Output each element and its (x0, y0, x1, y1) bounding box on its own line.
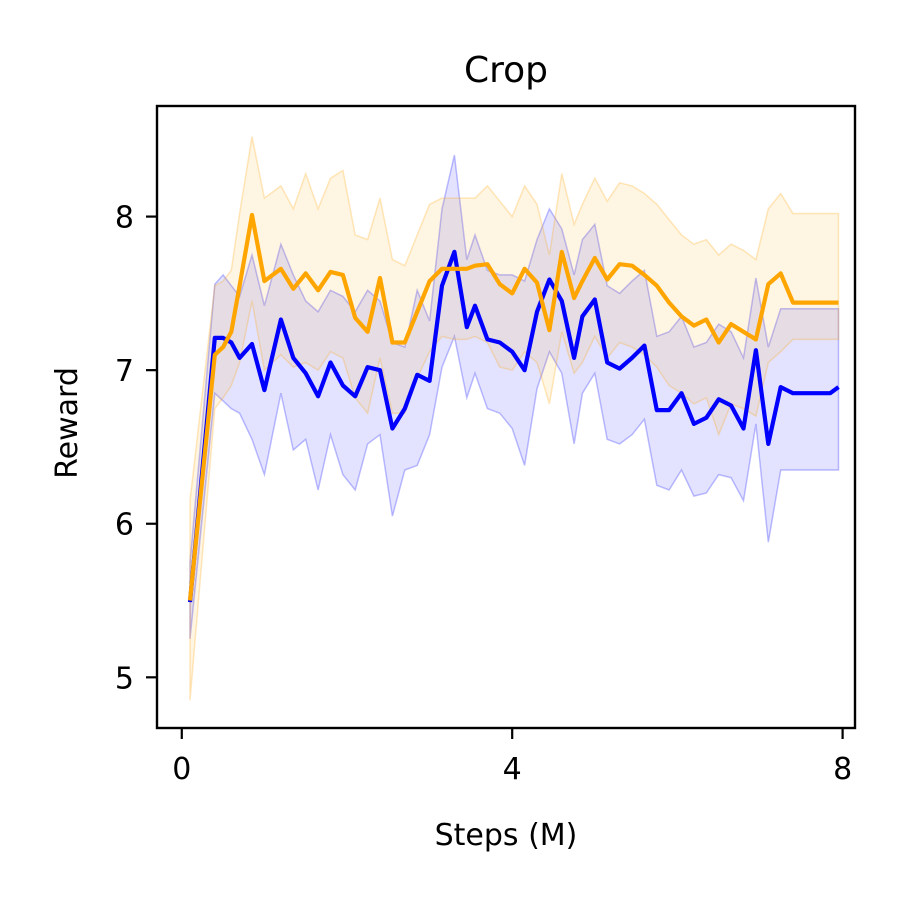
x-axis-ticks: 0 4 8 (172, 728, 852, 787)
chart-title: Crop (464, 50, 548, 91)
x-tick-label: 8 (833, 752, 852, 787)
y-tick-label: 5 (115, 661, 134, 696)
y-axis-label: Reward (50, 367, 85, 479)
x-tick-label: 0 (172, 752, 191, 787)
x-axis-label: Steps (M) (435, 818, 578, 853)
series-1-line (187, 249, 840, 603)
confidence-bands (189, 136, 840, 701)
series-2-band (189, 136, 840, 701)
y-tick-label: 8 (115, 201, 134, 236)
y-tick-label: 7 (115, 354, 134, 389)
y-axis-ticks: 5 6 7 8 (115, 201, 157, 696)
series-1-band (189, 154, 840, 639)
series-2-line (187, 212, 839, 601)
x-tick-label: 4 (503, 752, 522, 787)
plot-area (187, 136, 840, 701)
y-tick-label: 6 (115, 508, 134, 543)
series-lines (187, 212, 840, 603)
axes-frame (155, 104, 857, 730)
